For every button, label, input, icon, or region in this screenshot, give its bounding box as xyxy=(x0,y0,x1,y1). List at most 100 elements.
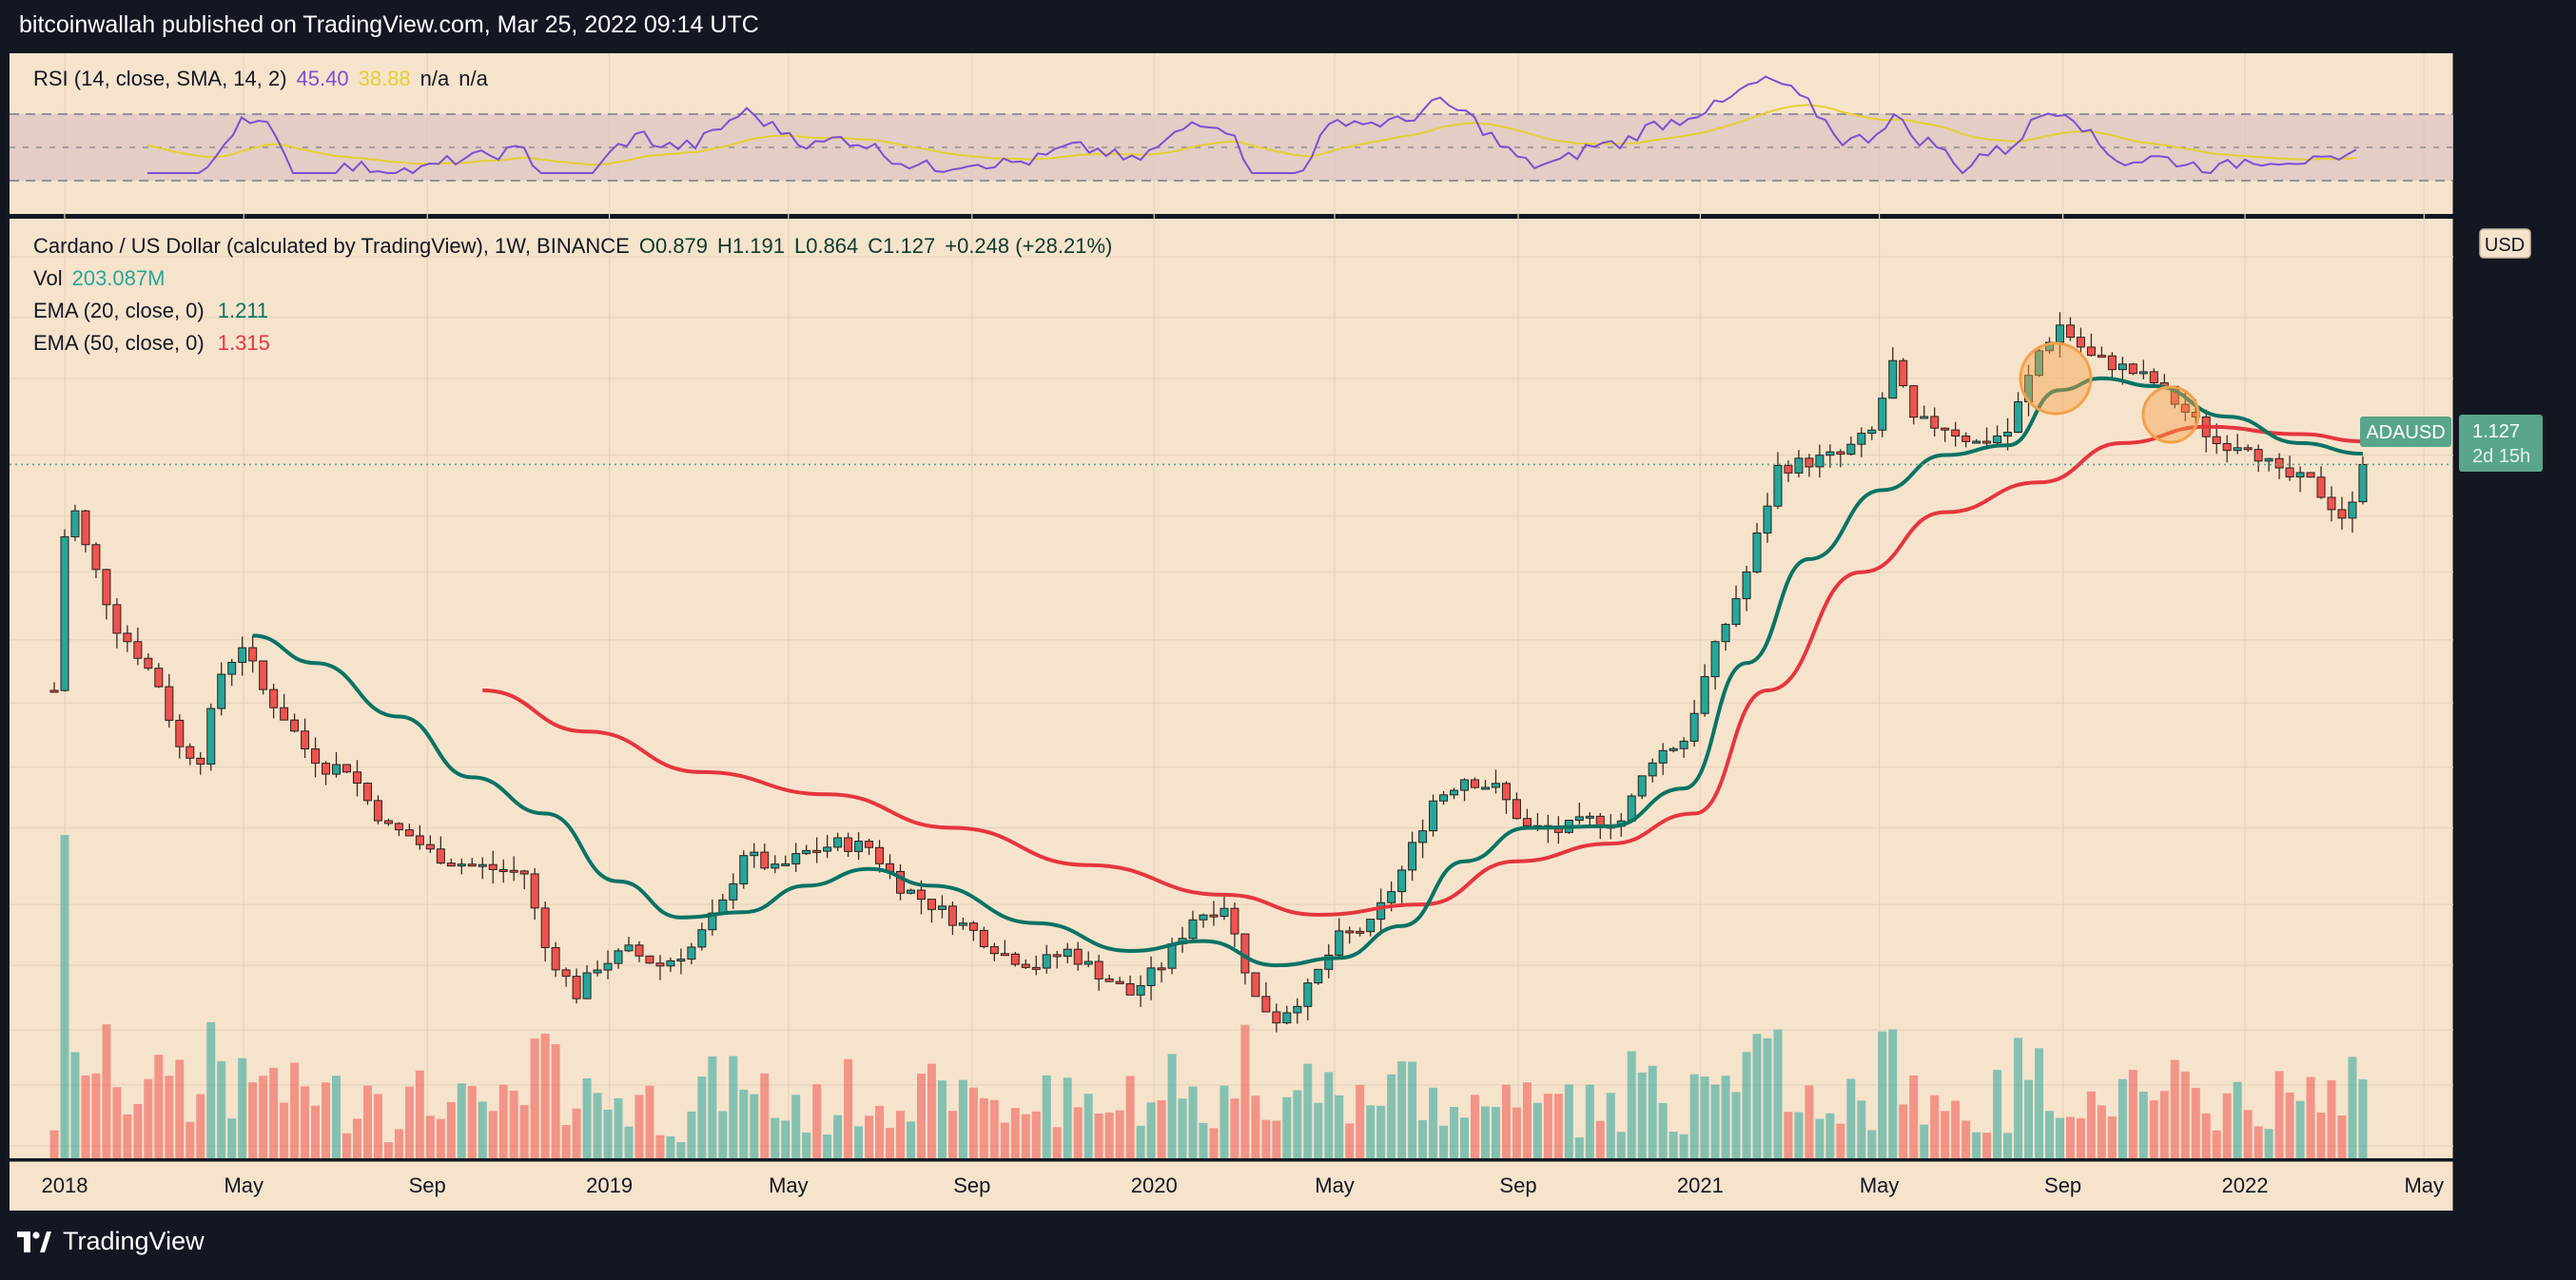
volume-bar xyxy=(1031,1111,1041,1158)
volume-bar xyxy=(1752,1034,1762,1158)
volume-bar xyxy=(1073,1107,1083,1158)
time-tick-label: 2021 xyxy=(1677,1173,1724,1197)
candle-body xyxy=(2014,401,2023,434)
candle-body xyxy=(1658,749,1668,764)
candle-body xyxy=(1941,427,1950,431)
volume-bar xyxy=(519,1105,529,1158)
volume-bar xyxy=(2295,1100,2305,1158)
candle-body xyxy=(1115,980,1124,984)
currency-box[interactable] xyxy=(2479,228,2531,259)
candle-body xyxy=(446,863,456,867)
volume-bar xyxy=(979,1097,988,1158)
time-tick-label: 2020 xyxy=(1131,1173,1178,1197)
candle-body xyxy=(833,837,843,848)
candle-body xyxy=(2180,403,2190,413)
candle-body xyxy=(1805,457,1814,468)
candle-body xyxy=(865,841,874,848)
volume-bar xyxy=(2233,1081,2242,1158)
volume-bar xyxy=(70,1052,80,1158)
volume-bar xyxy=(989,1099,999,1158)
candle-body xyxy=(968,922,978,931)
volume-bar xyxy=(1731,1092,1741,1158)
volume-bar xyxy=(133,1103,143,1158)
volume-bar xyxy=(729,1056,738,1158)
candle-body xyxy=(2117,363,2127,371)
candle-body xyxy=(634,944,644,957)
volume-bar xyxy=(1616,1132,1626,1158)
candlesticks[interactable] xyxy=(49,312,2368,1033)
rsi-value: 45.40 xyxy=(297,67,349,90)
candle-body xyxy=(875,846,885,864)
candle-body xyxy=(1356,930,1365,934)
volume-bar xyxy=(1606,1093,1615,1158)
candle-body xyxy=(1418,830,1428,844)
candle-body xyxy=(1689,712,1699,742)
candle-body xyxy=(175,719,185,747)
candle-body xyxy=(624,944,634,952)
volume-bar xyxy=(1010,1108,1020,1158)
volume-bar xyxy=(1335,1095,1344,1158)
volume-bar xyxy=(1209,1128,1219,1158)
volume-bar xyxy=(1240,1024,1250,1158)
candle-body xyxy=(781,863,790,866)
price-tick-label: 0.550 xyxy=(2475,563,2526,585)
candle-body xyxy=(2295,472,2305,478)
candle-body xyxy=(1000,953,1009,957)
ohlc-low: L0.864 xyxy=(794,234,858,258)
candle-body xyxy=(1846,443,1856,455)
candle-body xyxy=(1480,786,1490,790)
volume-bar xyxy=(676,1141,686,1158)
volume-bar xyxy=(1501,1084,1511,1158)
publisher-text: bitcoinwallah published on TradingView.c… xyxy=(19,11,759,38)
candle-body xyxy=(2233,447,2242,452)
symbol-title: Cardano / US Dollar (calculated by Tradi… xyxy=(33,234,630,258)
tradingview-logo[interactable]: TradingView xyxy=(17,1227,205,1256)
candle-body xyxy=(979,929,988,947)
volume-bar xyxy=(886,1128,895,1158)
candle-body xyxy=(1136,984,1145,996)
candle-body xyxy=(2212,436,2221,445)
time-tick-label: May xyxy=(1315,1173,1355,1197)
volume-bar xyxy=(269,1067,279,1158)
ema20-line xyxy=(252,376,2363,968)
candle-body xyxy=(750,851,759,857)
candle-body xyxy=(937,905,946,910)
volume-bar xyxy=(362,1085,372,1158)
volume-bar xyxy=(2076,1117,2085,1158)
ema50-line xyxy=(482,424,2363,918)
candle-body xyxy=(1920,416,1929,419)
candle-body xyxy=(2327,496,2336,511)
candle-body xyxy=(1522,818,1532,826)
candle-body xyxy=(509,869,518,873)
volume-bar xyxy=(248,1082,258,1158)
candle-body xyxy=(478,863,487,867)
candle-body xyxy=(1982,440,1992,444)
ema20-label: EMA (20, close, 0) xyxy=(33,299,205,322)
volume-bar xyxy=(697,1076,707,1158)
volume-bar xyxy=(2201,1113,2211,1158)
volume-bar xyxy=(352,1118,361,1158)
volume-bar xyxy=(781,1120,790,1158)
volume-bar xyxy=(1574,1137,1584,1158)
ema50-label: EMA (50, close, 0) xyxy=(33,331,205,355)
candle-body xyxy=(144,657,153,669)
volume-bar xyxy=(1794,1112,1804,1158)
volume-bar xyxy=(2337,1115,2347,1158)
volume-bar xyxy=(394,1129,403,1158)
candle-body xyxy=(1439,794,1449,802)
candle-body xyxy=(1063,948,1072,958)
candle-body xyxy=(1073,948,1083,965)
candle-body xyxy=(989,945,999,955)
volume-bar xyxy=(342,1133,352,1158)
volume-bar xyxy=(1429,1087,1438,1158)
volume-bar xyxy=(530,1038,539,1158)
volume-bar xyxy=(1961,1120,1971,1158)
volume-bar xyxy=(1585,1084,1594,1158)
candle-body xyxy=(404,829,414,837)
candle-body xyxy=(165,686,174,721)
volume-bar xyxy=(206,1021,216,1158)
volume-bar xyxy=(2274,1071,2284,1158)
price-tick-label: 0.018 xyxy=(2475,1076,2526,1097)
